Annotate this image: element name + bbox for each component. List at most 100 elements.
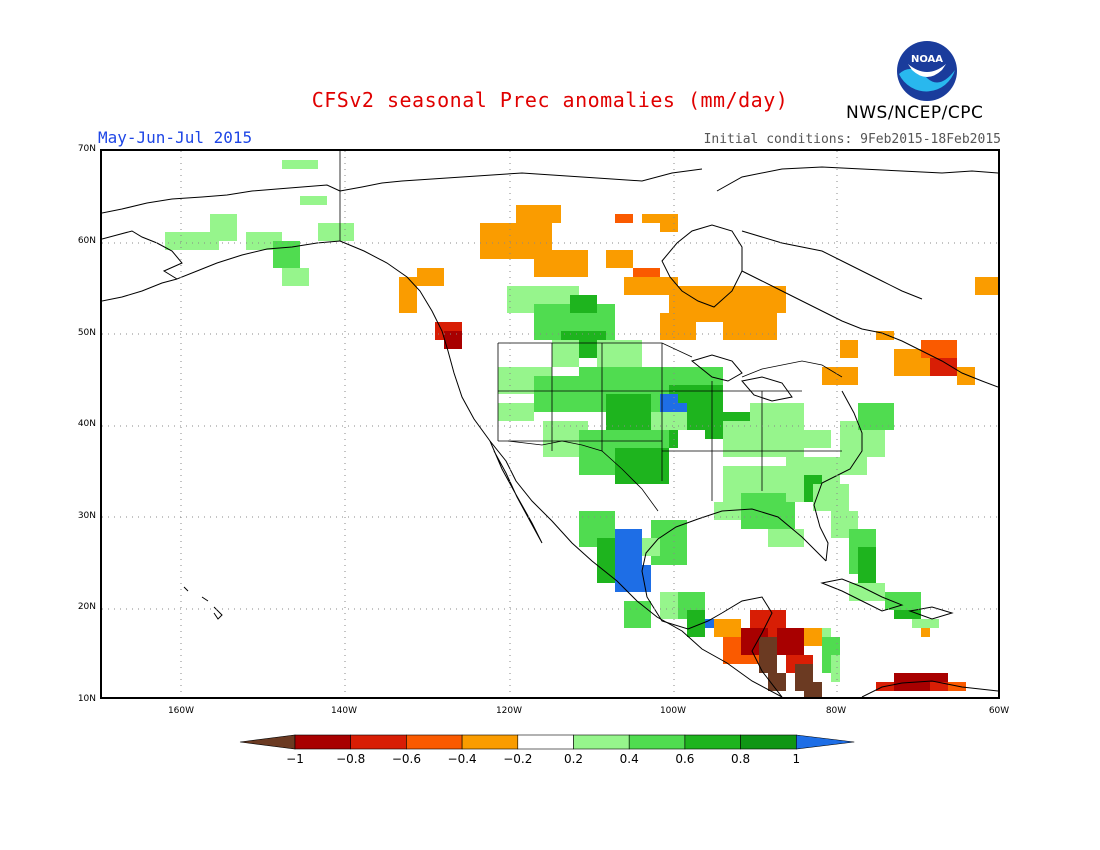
lat-label-60n: 60N <box>77 236 96 246</box>
colorbar-segment <box>740 734 797 750</box>
colorbar-tick-label: −1 <box>286 752 304 766</box>
anomaly-cell <box>894 610 921 619</box>
anomaly-cell <box>534 250 588 277</box>
initial-conditions: Initial conditions: 9Feb2015-18Feb2015 <box>703 132 1001 147</box>
svg-text:NOAA: NOAA <box>911 54 943 65</box>
anomaly-cell <box>615 448 669 484</box>
anomaly-cell <box>273 241 300 268</box>
anomaly-cell <box>750 403 804 430</box>
anomaly-cell <box>849 583 885 601</box>
anomaly-cell <box>633 565 651 592</box>
colorbar-tick-label: 0.2 <box>563 752 584 766</box>
lon-label-80w: 80W <box>825 706 847 716</box>
colorbar-tick-label: 0.4 <box>619 752 639 766</box>
colorbar-segment <box>350 734 407 750</box>
anomaly-cell <box>957 367 975 385</box>
anomaly-cell <box>651 412 687 430</box>
anomaly-cell <box>210 214 237 241</box>
anomaly-cell <box>831 655 840 682</box>
anomaly-cell <box>813 484 849 511</box>
colorbar-segment <box>294 734 352 750</box>
anomaly-cell <box>975 277 998 295</box>
anomaly-cell <box>876 331 894 340</box>
anomaly-cell <box>831 457 867 475</box>
anomaly-cell <box>804 682 822 697</box>
lon-label-140w: 140W <box>330 706 358 716</box>
anomaly-cell <box>660 313 696 340</box>
agency-label: NWS/NCEP/CPC <box>846 103 984 123</box>
anomaly-cell <box>768 673 786 691</box>
anomaly-cell <box>777 628 804 655</box>
lat-label-40n: 40N <box>77 419 96 429</box>
colorbar-low-arrow <box>239 734 296 750</box>
colorbar-segment <box>406 734 463 750</box>
political-borders <box>339 151 843 512</box>
colorbar-tick-label: −0.4 <box>447 752 477 766</box>
anomaly-cell <box>885 592 921 610</box>
anomaly-cell <box>930 358 957 376</box>
anomaly-cell <box>300 196 327 205</box>
anomaly-cell <box>687 304 732 322</box>
anomaly-cell <box>714 619 741 637</box>
colorbar-segment <box>573 734 630 750</box>
anomaly-cell <box>804 628 822 646</box>
anomaly-cell <box>795 430 831 448</box>
lat-label-50n: 50N <box>77 328 96 338</box>
anomaly-map <box>102 151 998 697</box>
anomaly-cell <box>498 403 534 421</box>
colorbar-tick-label: −0.8 <box>336 752 366 766</box>
anomaly-cell <box>912 619 939 628</box>
graticule <box>102 151 998 697</box>
colorbar-high-arrow <box>795 734 855 750</box>
anomaly-cell <box>642 214 678 223</box>
forecast-period: May-Jun-Jul 2015 <box>98 128 253 147</box>
colorbar-segment <box>628 734 686 750</box>
anomaly-cell <box>858 547 876 583</box>
anomaly-cell <box>930 682 948 691</box>
anomaly-cell <box>624 601 651 628</box>
anomaly-cell <box>822 628 831 637</box>
anomaly-cell <box>606 250 633 268</box>
lat-label-20n: 20N <box>77 602 96 612</box>
anomaly-cell <box>318 223 354 241</box>
anomaly-cell <box>597 340 642 367</box>
anomaly-cell <box>615 214 633 223</box>
lon-label-120w: 120W <box>495 706 523 716</box>
anomaly-cell <box>921 340 957 358</box>
anomaly-cell <box>723 313 777 340</box>
colorbar-tick-label: 0.8 <box>731 752 751 766</box>
anomaly-cell <box>444 331 462 349</box>
lat-label-70n: 70N <box>77 144 96 154</box>
noaa-logo-icon: NOAA <box>897 41 957 101</box>
anomaly-cell <box>399 277 417 313</box>
anomaly-cell <box>624 277 678 295</box>
lat-label-10n: 10N <box>77 694 96 704</box>
anomaly-cell <box>687 610 705 637</box>
colorbar-tick-label: 0.6 <box>675 752 695 766</box>
colorbar-tick-label: −0.2 <box>503 752 533 766</box>
anomaly-cell <box>669 403 687 412</box>
colorbar-tick-label: −0.6 <box>391 752 421 766</box>
anomaly-cell <box>633 268 660 277</box>
lat-label-30n: 30N <box>77 511 96 521</box>
colorbar-segment <box>517 734 574 750</box>
colorbar-segment <box>461 734 519 750</box>
anomaly-cell <box>552 340 579 367</box>
anomaly-cell <box>570 295 597 313</box>
anomaly-cell <box>417 268 444 286</box>
colorbar-tick-label: 1 <box>792 752 801 766</box>
anomaly-cell <box>840 340 858 358</box>
anomaly-cell <box>921 628 930 637</box>
lon-label-160w: 160W <box>167 706 195 716</box>
anomaly-cell <box>282 160 318 169</box>
anomaly-cell <box>759 637 777 673</box>
anomaly-shading <box>165 160 998 697</box>
lon-label-60w: 60W <box>988 706 1010 716</box>
map-panel <box>100 149 1000 699</box>
anomaly-cell <box>660 223 678 232</box>
lon-label-100w: 100W <box>659 706 687 716</box>
anomaly-cell <box>705 619 714 628</box>
anomaly-cell <box>282 268 309 286</box>
coastlines <box>102 166 998 697</box>
colorbar-segment <box>684 734 741 750</box>
